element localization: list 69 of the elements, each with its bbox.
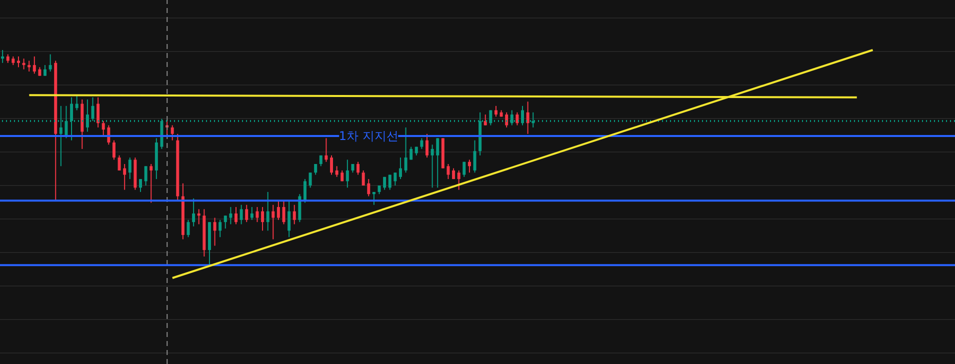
candlestick <box>139 178 142 192</box>
candlestick <box>240 204 243 225</box>
candlestick <box>292 204 296 225</box>
candlestick <box>276 200 280 220</box>
candlestick <box>48 54 52 72</box>
candlestick <box>144 166 148 186</box>
candlestick <box>229 206 232 225</box>
candlestick <box>446 164 450 180</box>
candlestick <box>197 208 200 225</box>
candlestick <box>457 170 460 190</box>
candlestick <box>494 105 498 118</box>
candlestick <box>123 164 126 190</box>
candlestick <box>256 206 259 223</box>
candlestick <box>430 144 434 188</box>
candlestick <box>298 194 302 223</box>
candlestick <box>303 178 306 204</box>
candlestick <box>224 215 227 230</box>
candlestick <box>367 178 370 197</box>
candlestick <box>473 140 476 174</box>
candlestick <box>266 191 270 232</box>
candlestick <box>346 159 349 188</box>
candlestick <box>22 58 26 70</box>
ref-line-label: 1차 지지선 <box>338 129 398 144</box>
candlestick <box>383 176 386 190</box>
candlestick <box>436 138 440 188</box>
candlestick <box>404 126 408 174</box>
candlestick <box>170 124 174 141</box>
candlestick <box>150 164 153 204</box>
candlestick <box>462 161 466 178</box>
candlestick <box>335 166 338 178</box>
candlestick <box>362 170 365 186</box>
candlestick <box>28 60 31 72</box>
candlestick <box>324 138 328 162</box>
candlestick <box>372 191 376 206</box>
candlestick <box>250 206 254 220</box>
candlestick <box>261 206 264 232</box>
candlestick <box>484 114 487 126</box>
candlestick <box>420 138 424 150</box>
candlestick <box>102 120 105 137</box>
candlestick <box>245 204 248 223</box>
candlestick <box>218 219 222 238</box>
candlestick <box>1 50 4 64</box>
candlestick <box>330 154 334 176</box>
candlestick <box>186 219 190 238</box>
candlestick <box>96 96 100 128</box>
candlestick <box>426 133 429 158</box>
candlestick <box>394 172 397 186</box>
candlestick <box>356 161 360 176</box>
candlestick <box>410 146 413 160</box>
candlestick <box>118 154 121 171</box>
candlestick <box>272 204 275 240</box>
candlestick <box>314 164 318 176</box>
candlestick <box>44 64 47 76</box>
candlestick <box>112 140 116 160</box>
candlestick <box>282 200 286 225</box>
candlestick <box>468 159 471 174</box>
candlestick <box>388 174 392 190</box>
candlestick <box>16 56 20 68</box>
candlestick <box>128 157 132 180</box>
candlestick <box>288 200 291 238</box>
candlestick <box>234 206 238 225</box>
candlestick <box>526 101 530 134</box>
candlestick <box>32 56 36 74</box>
candlestick <box>308 172 312 188</box>
candlestick <box>192 198 196 227</box>
candlestick <box>75 94 78 111</box>
candlestick <box>516 112 519 126</box>
candlestick <box>213 217 216 246</box>
candlestick <box>398 157 402 180</box>
